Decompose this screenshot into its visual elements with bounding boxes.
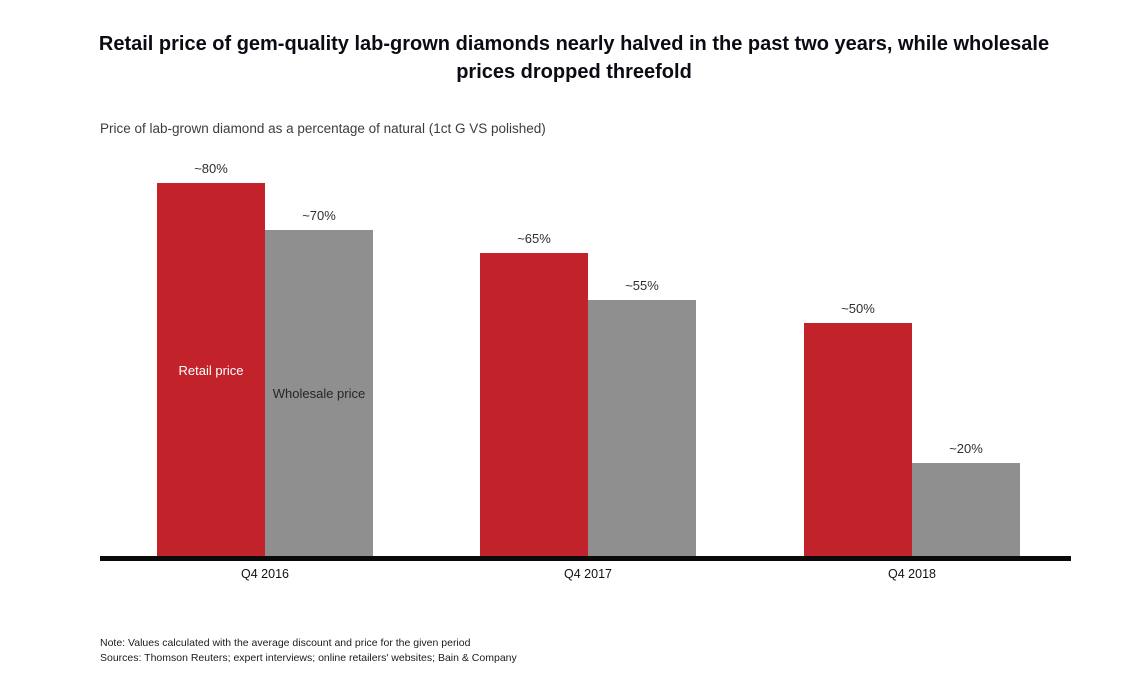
bar-value-label: ~65% xyxy=(517,231,551,246)
x-axis-label-q4-2018: Q4 2018 xyxy=(888,567,936,581)
chart-footer: Note: Values calculated with the average… xyxy=(100,636,517,666)
x-axis-label-q4-2017: Q4 2017 xyxy=(564,567,612,581)
bar-chart: ~80% Retail price ~70% Wholesale price ~65% ~… xyxy=(100,150,1071,581)
bar-value-label: ~70% xyxy=(302,208,336,223)
bar-value-label: ~55% xyxy=(625,278,659,293)
series-label-wholesale-price: Wholesale price xyxy=(272,386,366,401)
x-axis-baseline xyxy=(100,556,1071,561)
bar-retail-price-q4-2016: ~80% Retail price xyxy=(157,161,265,556)
chart-subtitle: Price of lab-grown diamond as a percenta… xyxy=(100,121,546,136)
sources: Sources: Thomson Reuters; expert intervi… xyxy=(100,652,517,664)
bar-wholesale-price-q4-2017: ~55% xyxy=(588,278,696,556)
bar-wholesale-price-q4-2018: ~20% xyxy=(912,441,1020,556)
x-axis-label-q4-2016: Q4 2016 xyxy=(241,567,289,581)
bar-value-label: ~50% xyxy=(841,301,875,316)
bar-retail-price-q4-2018: ~50% xyxy=(804,301,912,556)
bar-value-label: ~80% xyxy=(194,161,228,176)
bar-value-label: ~20% xyxy=(949,441,983,456)
bar-wholesale-price-q4-2016: ~70% Wholesale price xyxy=(265,208,373,556)
footnote: Note: Values calculated with the average… xyxy=(100,637,471,649)
chart-title: Retail price of gem-quality lab-grown di… xyxy=(98,33,1050,83)
series-label-retail-price: Retail price xyxy=(178,363,244,378)
bar-retail-price-q4-2017: ~65% xyxy=(480,231,588,556)
